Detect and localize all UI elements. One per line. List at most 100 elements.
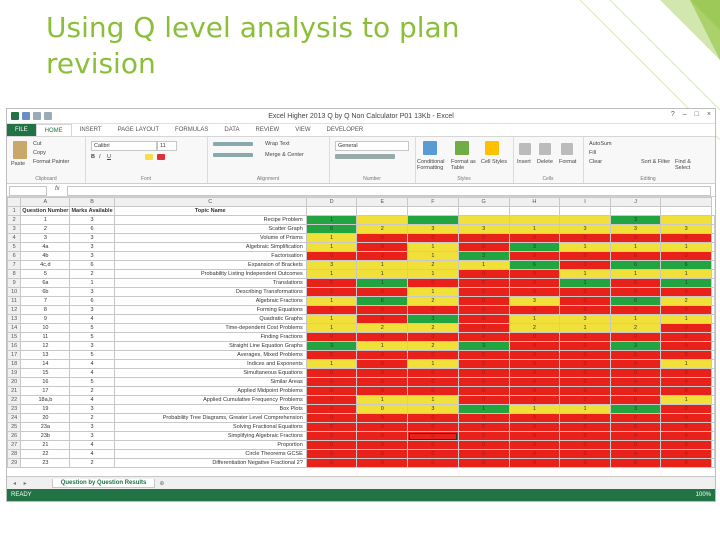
- autosum-button[interactable]: AutoSum: [589, 141, 612, 147]
- score-cell[interactable]: 1: [508, 404, 561, 414]
- score-cell[interactable]: 0: [457, 386, 510, 396]
- score-cell[interactable]: 6: [356, 296, 409, 306]
- score-cell[interactable]: 0: [660, 287, 712, 297]
- topic-name-cell[interactable]: Probability Tree Diagrams, Greater Level…: [113, 413, 307, 423]
- empty-cell[interactable]: [711, 449, 715, 459]
- topic-name-cell[interactable]: Algebraic Fractions: [113, 296, 307, 306]
- score-cell[interactable]: 0: [508, 368, 561, 378]
- row-header[interactable]: 13: [7, 314, 22, 324]
- score-cell[interactable]: 0: [457, 278, 510, 288]
- score-cell[interactable]: 0: [305, 278, 358, 288]
- score-cell[interactable]: 0: [457, 323, 510, 333]
- score-cell[interactable]: 2: [407, 296, 459, 306]
- score-cell[interactable]: 0: [356, 449, 409, 459]
- score-cell[interactable]: 0: [559, 332, 611, 342]
- empty-cell[interactable]: [711, 350, 715, 360]
- row-header[interactable]: 17: [7, 350, 22, 360]
- score-cell[interactable]: 1: [559, 269, 611, 279]
- score-cell[interactable]: 0: [407, 332, 459, 342]
- cell-styles-button[interactable]: Cell Styles: [481, 159, 507, 165]
- score-cell[interactable]: 0: [660, 404, 712, 414]
- score-cell[interactable]: 0: [407, 368, 459, 378]
- score-cell[interactable]: 0: [609, 359, 662, 369]
- score-cell[interactable]: 1: [305, 323, 358, 333]
- question-number-cell[interactable]: 6a: [20, 278, 71, 288]
- tab-developer[interactable]: DEVELOPER: [326, 127, 364, 133]
- column-header[interactable]: A: [20, 197, 71, 207]
- score-cell[interactable]: 0: [660, 440, 712, 450]
- score-cell[interactable]: 0: [609, 377, 662, 387]
- topic-name-cell[interactable]: Factorisation: [113, 251, 307, 261]
- marks-available-cell[interactable]: 4: [69, 440, 115, 450]
- score-cell[interactable]: 0: [660, 377, 712, 387]
- score-cell[interactable]: 0: [559, 386, 611, 396]
- column-header[interactable]: F: [407, 197, 459, 207]
- align-left-icon[interactable]: [213, 153, 253, 157]
- score-cell[interactable]: 0: [457, 296, 510, 306]
- score-cell[interactable]: 2: [407, 323, 459, 333]
- topic-name-cell[interactable]: Differentiation Negative Fractional 2?: [113, 458, 307, 468]
- score-cell[interactable]: 0: [457, 287, 510, 297]
- question-number-cell[interactable]: 11: [20, 332, 71, 342]
- score-cell[interactable]: 0: [559, 359, 611, 369]
- score-cell[interactable]: 0: [559, 440, 611, 450]
- score-cell[interactable]: 0: [609, 332, 662, 342]
- topic-name-cell[interactable]: Circle Theorems GCSE: [113, 449, 307, 459]
- topic-name-cell[interactable]: Indices and Exponents: [113, 359, 307, 369]
- student-header-cell[interactable]: [660, 206, 712, 216]
- topic-name-cell[interactable]: Simplifying Algebraic Fractions: [113, 431, 307, 441]
- score-cell[interactable]: 0: [457, 332, 510, 342]
- topic-name-cell[interactable]: Box Plots: [113, 404, 307, 414]
- topic-name-cell[interactable]: Expansion of Brackets: [113, 260, 307, 270]
- merge-center-button[interactable]: Merge & Center: [265, 152, 304, 158]
- score-cell[interactable]: 0: [508, 377, 561, 387]
- empty-cell[interactable]: [711, 440, 715, 450]
- score-cell[interactable]: 1: [305, 269, 358, 279]
- row-header[interactable]: 21: [7, 386, 22, 396]
- font-color-icon[interactable]: [157, 154, 165, 160]
- column-header[interactable]: H: [508, 197, 561, 207]
- question-number-cell[interactable]: 4b: [20, 251, 71, 261]
- font-name-select[interactable]: Calibri: [91, 141, 157, 151]
- score-cell[interactable]: 0: [305, 431, 358, 441]
- topic-name-cell[interactable]: Scatter Graph: [113, 224, 307, 234]
- score-cell[interactable]: 0: [356, 368, 409, 378]
- empty-cell[interactable]: [711, 404, 715, 414]
- worksheet-grid[interactable]: A B C D E F G H I J 1 Question Number Mark…: [7, 197, 715, 468]
- score-cell[interactable]: 1: [457, 260, 510, 270]
- score-cell[interactable]: 0: [457, 440, 510, 450]
- row-header[interactable]: 20: [7, 377, 22, 387]
- row-header[interactable]: 28: [7, 449, 22, 459]
- topic-name-cell[interactable]: Similar Areas: [113, 377, 307, 387]
- topic-name-cell[interactable]: Forming Equations: [113, 305, 307, 315]
- cut-button[interactable]: Cut: [33, 141, 42, 147]
- marks-available-cell[interactable]: 4: [69, 449, 115, 459]
- score-cell[interactable]: 6: [660, 260, 712, 270]
- question-number-cell[interactable]: 21: [20, 440, 71, 450]
- topic-name-cell[interactable]: Proportion: [113, 440, 307, 450]
- topic-name-cell[interactable]: Straight Line Equation Graphs: [113, 341, 307, 351]
- row-header[interactable]: 7: [7, 260, 22, 270]
- score-cell[interactable]: 6: [609, 296, 662, 306]
- score-cell[interactable]: 1: [407, 269, 459, 279]
- score-cell[interactable]: 0: [508, 431, 561, 441]
- score-cell[interactable]: 0: [305, 404, 358, 414]
- empty-cell[interactable]: [711, 278, 715, 288]
- score-cell[interactable]: [508, 215, 561, 225]
- score-cell[interactable]: 0: [356, 350, 409, 360]
- score-cell[interactable]: 0: [356, 431, 409, 441]
- score-cell[interactable]: 3: [609, 404, 662, 414]
- score-cell[interactable]: 1: [609, 314, 662, 324]
- tab-view[interactable]: VIEW: [295, 127, 311, 133]
- score-cell[interactable]: 0: [356, 233, 409, 243]
- score-cell[interactable]: [559, 215, 611, 225]
- score-cell[interactable]: 2: [407, 260, 459, 270]
- question-number-cell[interactable]: 7: [20, 296, 71, 306]
- score-cell[interactable]: 0: [508, 359, 561, 369]
- score-cell[interactable]: 0: [559, 251, 611, 261]
- student-header-cell[interactable]: [559, 206, 611, 216]
- score-cell[interactable]: 0: [356, 305, 409, 315]
- score-cell[interactable]: 0: [305, 305, 358, 315]
- paste-icon[interactable]: [13, 141, 27, 159]
- wrap-text-button[interactable]: Wrap Text: [265, 141, 290, 147]
